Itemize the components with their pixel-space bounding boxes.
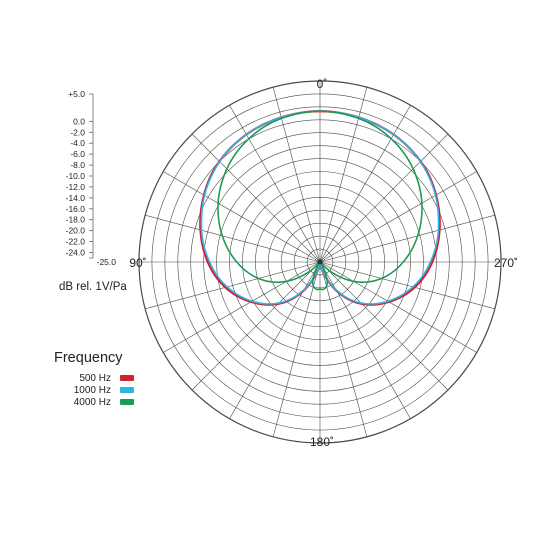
- grid-spoke: [272, 261, 321, 437]
- grid-spoke: [319, 105, 411, 263]
- radial-scale-label: -8.0: [70, 160, 85, 170]
- grid-spoke: [191, 261, 321, 391]
- legend-swatch-4000hz: [120, 399, 134, 405]
- angle-label-90: 90˚: [129, 256, 146, 270]
- grid-spoke: [272, 87, 321, 263]
- radial-scale-min-label: -25.0: [97, 257, 117, 267]
- angle-label-0: 0˚: [317, 77, 328, 91]
- radial-scale-max-label: +5.0: [68, 89, 85, 99]
- legend-label-500hz: 500 Hz: [79, 373, 111, 384]
- grid-spoke: [319, 261, 477, 353]
- grid-spoke: [319, 87, 368, 263]
- series-curve-4000hz: [217, 110, 423, 291]
- grid-spoke: [319, 261, 368, 437]
- radial-scale-label: -4.0: [70, 138, 85, 148]
- radial-scale-ticks: 0.0-2.0-4.0-6.0-8.0-10.0-12.0-14.0-16.0-…: [66, 93, 93, 259]
- grid-spoke: [319, 171, 477, 263]
- radial-scale-label: -24.0: [66, 248, 86, 258]
- radial-scale-label: -14.0: [66, 193, 86, 203]
- angle-label-180: 180˚: [310, 435, 334, 449]
- grid-spoke: [163, 171, 321, 263]
- radial-scale-label: 0.0: [73, 116, 85, 126]
- legend-title: Frequency: [54, 350, 123, 366]
- legend-label-4000hz: 4000 Hz: [74, 397, 111, 408]
- radial-scale-label: -2.0: [70, 127, 85, 137]
- grid-spoke: [191, 133, 321, 263]
- polar-grid: [138, 80, 502, 444]
- radial-scale-label: -22.0: [66, 237, 86, 247]
- radial-scale-label: -16.0: [66, 204, 86, 214]
- center-marker: [317, 259, 323, 265]
- grid-spoke: [229, 261, 321, 419]
- grid-spoke: [229, 105, 321, 263]
- polar-curves: [199, 110, 441, 306]
- grid-spoke: [319, 261, 449, 391]
- grid-spoke: [319, 261, 411, 419]
- radial-scale-label: -12.0: [66, 182, 86, 192]
- legend-label-1000hz: 1000 Hz: [74, 385, 111, 396]
- grid-spoke: [319, 261, 495, 310]
- grid-spoke: [145, 261, 321, 310]
- radial-unit-label: dB rel. 1V/Pa: [59, 281, 127, 293]
- grid-spoke: [319, 214, 495, 263]
- legend: Frequency 500 Hz 1000 Hz 4000 Hz: [54, 350, 134, 408]
- radial-scale-label: -6.0: [70, 149, 85, 159]
- grid-spoke: [319, 133, 449, 263]
- radial-scale-label: -18.0: [66, 215, 86, 225]
- radial-scale-label: -20.0: [66, 226, 86, 236]
- radial-scale-label: -10.0: [66, 171, 86, 181]
- legend-swatch-1000hz: [120, 387, 134, 393]
- angle-label-270: 270˚: [494, 256, 518, 270]
- radial-scale: 0.0-2.0-4.0-6.0-8.0-10.0-12.0-14.0-16.0-…: [66, 89, 117, 267]
- legend-swatch-500hz: [120, 375, 134, 381]
- grid-spoke: [145, 214, 321, 263]
- grid-spoke: [163, 261, 321, 353]
